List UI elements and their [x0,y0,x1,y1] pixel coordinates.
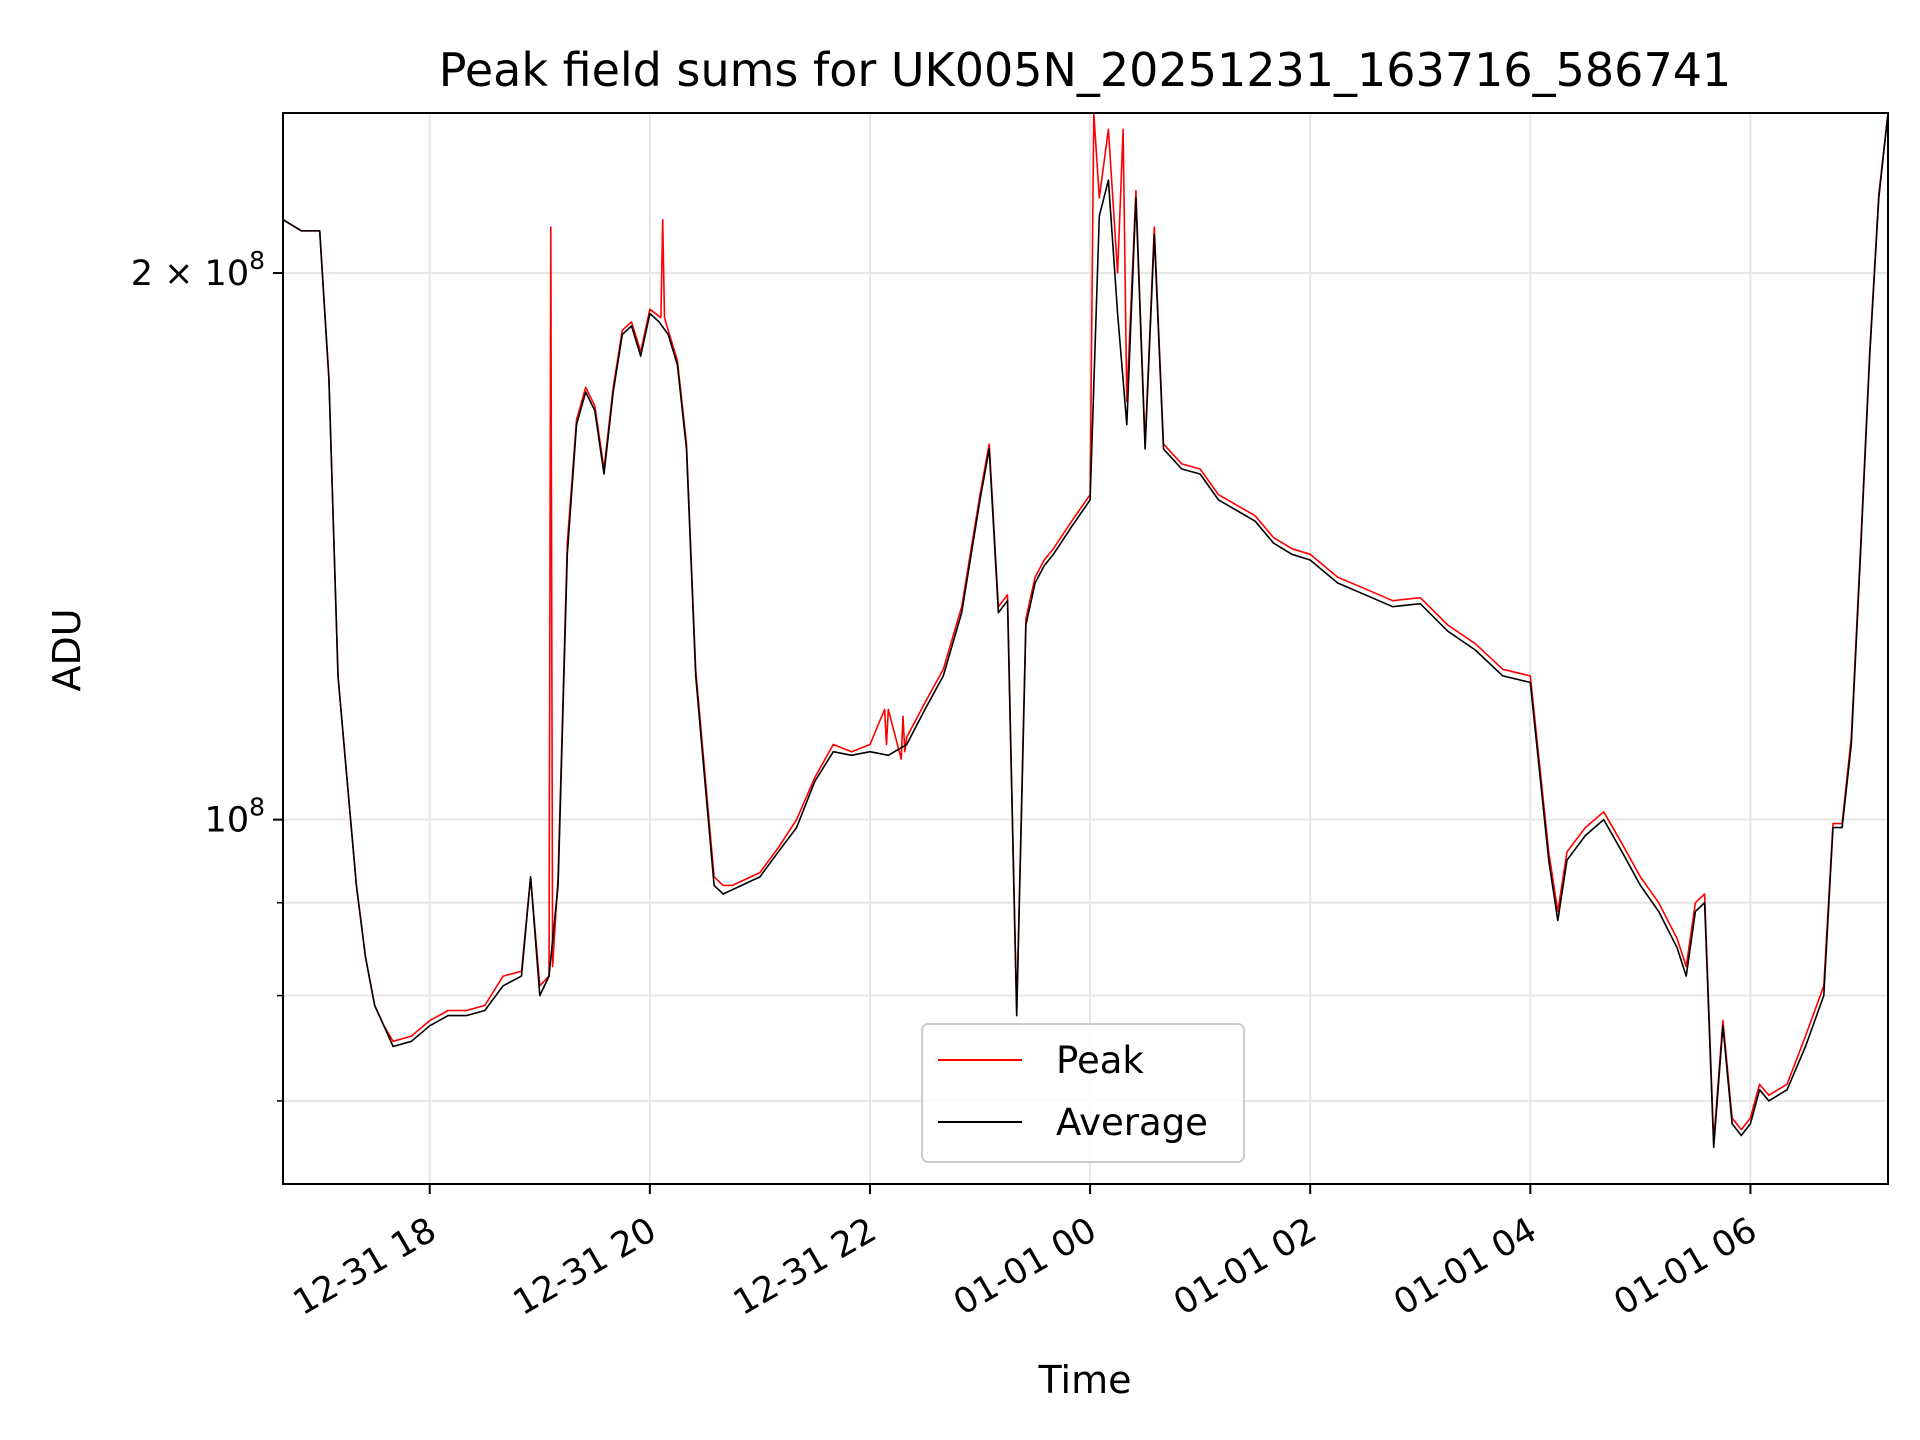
legend-label-peak: Peak [1056,1039,1144,1082]
x-axis-label: Time [1038,1358,1132,1402]
legend-box [921,1023,1245,1163]
y-tick-label: 108 [205,793,265,841]
y-axis: 108 2 × 108 [131,246,283,1102]
series-line-average [282,112,1889,1149]
chart-title: Peak field sums for UK005N_20251231_1637… [439,43,1732,97]
y-axis-label: ADU [45,608,89,691]
legend: Peak Average [921,1023,1245,1163]
legend-label-average: Average [1056,1101,1208,1144]
plot-frame [282,112,1889,1185]
y-tick-label: 2 × 108 [131,246,265,294]
series-layer [282,112,1889,1149]
